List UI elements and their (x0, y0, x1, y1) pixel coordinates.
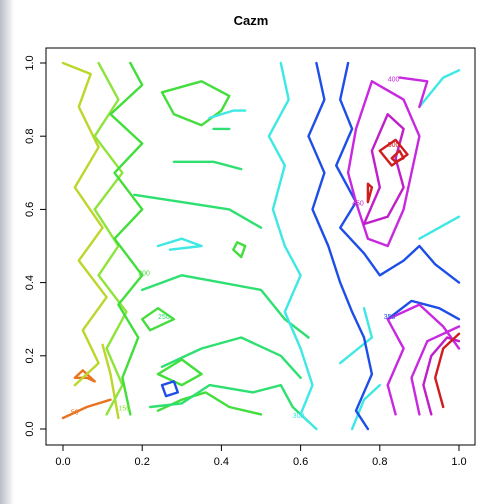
contour-line-400-0 (346, 80, 421, 248)
contour-line-500-3 (434, 332, 461, 409)
contour-line-300-2 (208, 109, 247, 120)
contour-line-350-2 (160, 380, 180, 398)
contour-line-200-5 (232, 241, 247, 259)
contour-label-150: 150 (118, 406, 130, 413)
y-tick-label: 0.2 (24, 348, 36, 363)
contour-line-50-1 (73, 369, 96, 383)
contour-label-250: 250 (158, 314, 170, 321)
x-tick-label: 0.8 (372, 456, 387, 468)
contour-label-350: 350 (384, 314, 396, 321)
contour-line-300-5 (418, 215, 461, 240)
contour-line-450-0 (362, 112, 405, 226)
contour-label-200: 200 (138, 270, 150, 277)
contour-label-450: 450 (352, 201, 364, 208)
contour-line-300-6 (418, 69, 461, 109)
contour-label-300: 300 (293, 413, 305, 420)
contour-line-250-3 (133, 193, 263, 229)
contour-line-500-0 (378, 138, 409, 167)
contour-labels: 50 150 200 250 300 350 400 450 500 (71, 76, 400, 420)
x-tick-label: 0.6 (293, 456, 308, 468)
contour-line-350-1 (335, 61, 461, 284)
contour-line-300-4 (339, 307, 374, 365)
contour-line-250-2 (140, 274, 310, 339)
contour-line-250-1 (160, 336, 302, 379)
contour-line-300-1 (156, 237, 203, 251)
contour-line-400-1 (386, 303, 461, 416)
contour-line-250-0 (148, 383, 310, 423)
y-tick-label: 0.6 (24, 202, 36, 217)
contour-line-450-1 (422, 336, 461, 416)
x-tick-label: 0.4 (214, 456, 229, 468)
contour-line-350-0 (307, 61, 374, 431)
chart-title: Cazm (233, 13, 269, 28)
plot-frame (45, 47, 476, 446)
x-axis: 0.0 0.2 0.4 0.6 0.8 1.0 (55, 444, 467, 468)
y-tick-label: 1.0 (24, 55, 36, 70)
contour-line-350-3 (386, 299, 461, 321)
y-axis: 0.0 0.2 0.4 0.6 0.8 1.0 (24, 55, 47, 437)
contour-line-200-4 (156, 358, 203, 387)
contour-label-500: 500 (388, 142, 400, 149)
contour-line-400-2 (410, 325, 461, 416)
contour-line-250-4 (172, 160, 243, 171)
contour-line-400-3 (398, 76, 429, 109)
x-tick-label: 0.2 (135, 456, 150, 468)
y-tick-label: 0.0 (24, 421, 36, 436)
contour-line-150-0 (93, 61, 128, 416)
contour-levels (61, 61, 461, 431)
y-tick-label: 0.8 (24, 129, 36, 144)
contour-line-50-0 (61, 398, 112, 420)
window-edge-shadow (0, 0, 14, 504)
contour-label-50: 50 (71, 409, 79, 416)
contour-label-400: 400 (388, 76, 400, 83)
contour-line-300-3 (350, 383, 381, 431)
y-tick-label: 0.4 (24, 275, 36, 290)
contour-line-100-1 (101, 343, 120, 420)
contour-line-300-0 (267, 61, 318, 431)
x-tick-label: 0.0 (55, 456, 70, 468)
contour-line-500-2 (366, 182, 374, 204)
contour-line-200-2 (140, 307, 176, 332)
contour-line-200-3 (160, 80, 231, 127)
x-tick-label: 1.0 (451, 456, 466, 468)
contour-line-200-0 (109, 61, 144, 416)
contour-line-500-1 (390, 149, 405, 164)
contour-line-100-0 (61, 61, 108, 387)
